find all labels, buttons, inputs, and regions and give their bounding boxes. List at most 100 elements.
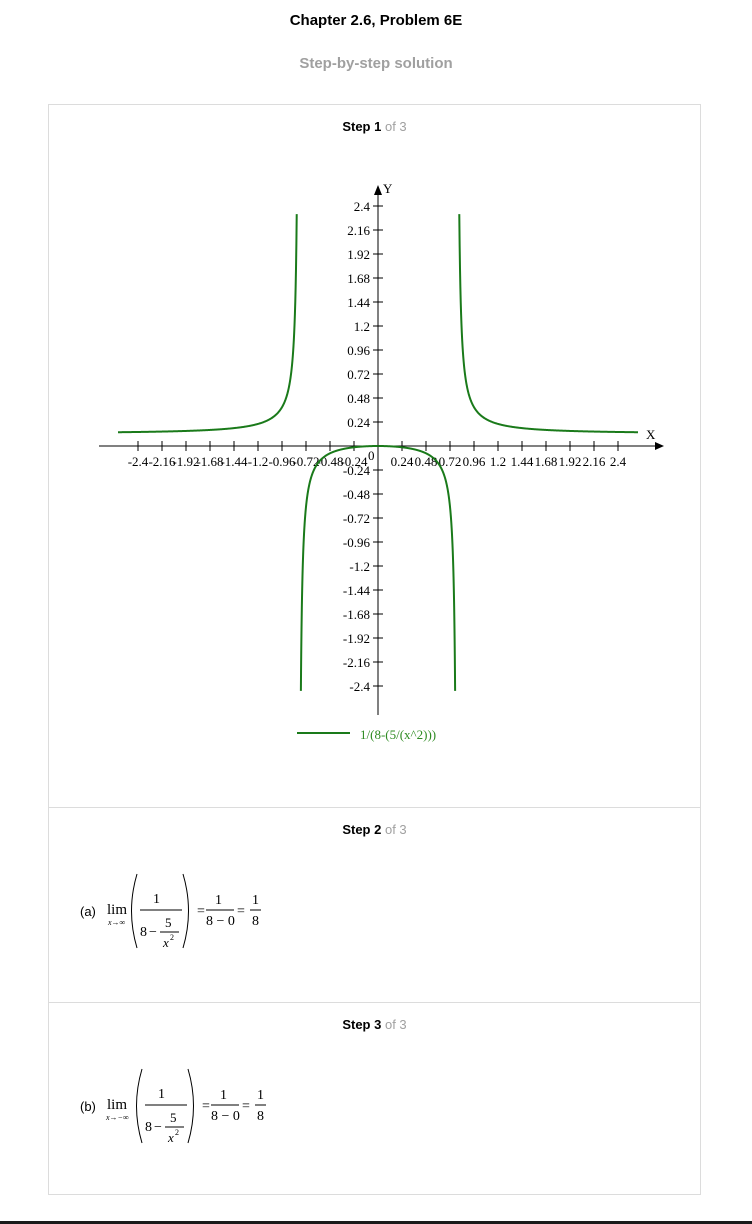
x-tick-label-0: -2.4 (128, 454, 149, 469)
part-a-label: (a) (80, 904, 96, 919)
step-3-label: Step 3 (342, 1017, 382, 1032)
y-tick-label-7: 0.72 (347, 367, 370, 382)
lim-subscript: x→∞ (107, 918, 126, 927)
inner-denominator: x (167, 1130, 174, 1145)
x-axis-arrow (655, 442, 664, 450)
origin-label: 0 (368, 448, 375, 463)
x-tick-label-18: 2.16 (583, 454, 606, 469)
y-tick-label-15: -1.44 (343, 583, 371, 598)
y-axis-label: Y (383, 181, 393, 196)
outer-den-8: 8 (140, 925, 147, 940)
curve-left-branch (117, 214, 298, 434)
inner-denominator: x (162, 935, 169, 950)
lim-text: lim (107, 902, 127, 918)
step-1-label: Step 1 (342, 119, 382, 134)
x-tick-label-19: 2.4 (610, 454, 627, 469)
result-denominator: 8 (257, 1109, 264, 1124)
result-numerator: 1 (257, 1088, 264, 1103)
outer-numerator: 1 (158, 1087, 165, 1102)
result-denominator: 8 (252, 914, 259, 929)
step-2-label: Step 2 (342, 822, 382, 837)
y-tick-label-17: -1.92 (343, 631, 370, 646)
x-axis-label: X (646, 427, 656, 442)
curve-right-branch (458, 214, 639, 434)
x-tick-label-11: 0.48 (415, 454, 438, 469)
solution-steps: Step 1 of 3 X Y 0 -2.4 -2.16 -1.92 -1.68 -1.… (48, 104, 701, 1195)
y-tick-label-8: 0.48 (347, 391, 370, 406)
step-2-heading: Step 2 of 3 (49, 822, 700, 837)
y-tick-label-3: 1.68 (347, 271, 370, 286)
middle-numerator: 1 (215, 893, 222, 908)
x-tick-label-13: 0.96 (463, 454, 486, 469)
y-tick-label-6: 0.96 (347, 343, 370, 358)
outer-den-minus: − (149, 925, 157, 940)
page-title: Chapter 2.6, Problem 6E (289, 12, 463, 29)
inner-numerator: 5 (170, 1110, 177, 1125)
x-tick-label-12: 0.72 (439, 454, 462, 469)
y-tick-label-14: -1.2 (349, 559, 370, 574)
part-b-label: (b) (80, 1099, 96, 1114)
page-subtitle: Step-by-step solution (299, 55, 453, 72)
right-paren (187, 1068, 194, 1144)
x-ticks: -2.4 -2.16-1.92-1.68-1.44 -1.2 -0.96-0.72 -0… (128, 441, 627, 469)
lim-text: lim (107, 1097, 127, 1113)
x-tick-label-16: 1.68 (535, 454, 558, 469)
curves (117, 214, 639, 691)
y-tick-label-1: 2.16 (347, 223, 370, 238)
x-tick-label-14: 1.2 (490, 454, 506, 469)
x-tick-label-10: 0.24 (391, 454, 414, 469)
curve-middle-left-branch (299, 445, 378, 691)
y-tick-label-18: -2.16 (343, 655, 371, 670)
step-2: Step 2 of 3 (a) lim x→∞ 1 8 − 5 x 2 = 1 … (49, 807, 700, 1002)
result-numerator: 1 (252, 893, 259, 908)
part-a-equation: lim x→∞ 1 8 − 5 x 2 = 1 8 − 0 = 1 8 (107, 873, 261, 950)
y-ticks: 2.4 2.16 1.92 1.68 1.44 1.2 0.96 0.72 0.48 0.24 -0… (343, 199, 383, 694)
equals-1: = (202, 1099, 210, 1114)
right-paren (182, 873, 189, 949)
curve-middle-right-branch (378, 445, 457, 691)
step-1-of: of 3 (384, 119, 407, 134)
y-tick-label-4: 1.44 (347, 295, 370, 310)
equals-2: = (237, 904, 245, 919)
x-tick-label-1: -2.16 (148, 454, 176, 469)
step-3: Step 3 of 3 (b) lim x→−∞ 1 8 − 5 x 2 = 1… (49, 1002, 700, 1194)
x-tick-label-17: 1.92 (559, 454, 582, 469)
inner-numerator: 5 (165, 915, 172, 930)
step-1-heading: Step 1 of 3 (49, 119, 700, 134)
y-tick-label-10: -0.24 (343, 463, 371, 478)
y-axis-arrow (374, 185, 382, 195)
x-tick-label-15: 1.44 (511, 454, 534, 469)
middle-numerator: 1 (220, 1088, 227, 1103)
left-paren (136, 1068, 143, 1144)
equals-2: = (242, 1099, 250, 1114)
step-3-of: of 3 (384, 1017, 407, 1032)
inner-exponent: 2 (175, 1128, 179, 1137)
middle-denominator: 8 − 0 (206, 914, 235, 929)
y-tick-label-0: 2.4 (354, 199, 371, 214)
x-tick-label-9: -0.24 (340, 454, 368, 469)
outer-den-minus: − (154, 1120, 162, 1135)
step-1: Step 1 of 3 X Y 0 -2.4 -2.16 -1.92 -1.68 -1.… (49, 105, 700, 807)
y-tick-label-19: -2.4 (349, 679, 370, 694)
y-tick-label-5: 1.2 (354, 319, 370, 334)
y-tick-label-11: -0.48 (343, 487, 370, 502)
outer-den-8: 8 (145, 1120, 152, 1135)
x-tick-label-4: -1.44 (220, 454, 248, 469)
left-paren (131, 873, 138, 949)
x-tick-label-6: -0.96 (268, 454, 296, 469)
y-tick-label-2: 1.92 (347, 247, 370, 262)
y-tick-label-13: -0.96 (343, 535, 371, 550)
y-tick-label-16: -1.68 (343, 607, 370, 622)
equals-1: = (197, 904, 205, 919)
y-tick-label-12: -0.72 (343, 511, 370, 526)
bottom-rule (0, 1221, 752, 1224)
outer-numerator: 1 (153, 892, 160, 907)
middle-denominator: 8 − 0 (211, 1109, 240, 1124)
function-graph: X Y 0 -2.4 -2.16-1.92-1.68-1.44 -1.2 -0.96-… (99, 181, 664, 742)
inner-exponent: 2 (170, 933, 174, 942)
x-tick-label-5: -1.2 (248, 454, 269, 469)
x-tick-label-7: -0.72 (292, 454, 319, 469)
step-2-of: of 3 (384, 822, 407, 837)
x-tick-label-3: -1.68 (196, 454, 223, 469)
part-b-equation: lim x→−∞ 1 8 − 5 x 2 = 1 8 − 0 = 1 8 (105, 1068, 266, 1145)
